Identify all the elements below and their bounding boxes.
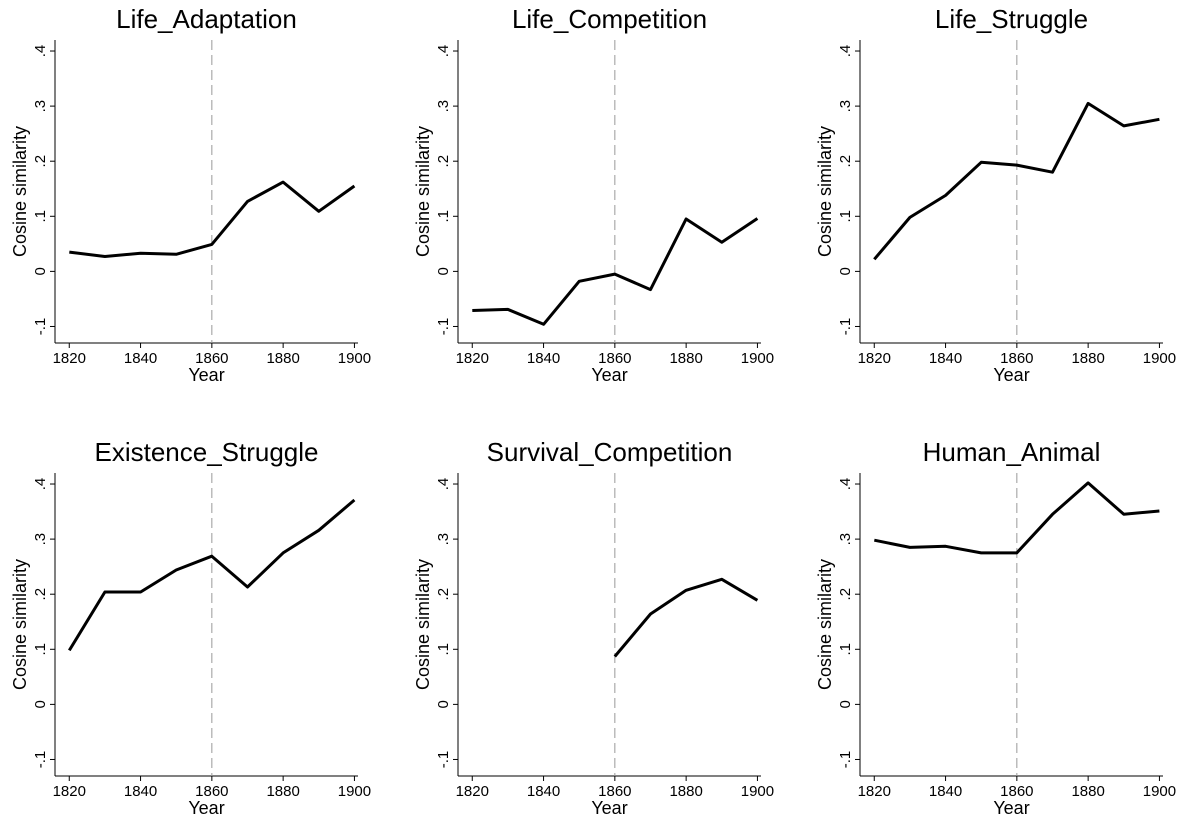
x-tick-label: 1900 [1143, 783, 1176, 800]
x-tick-label: 1840 [527, 350, 560, 367]
y-tick-label: .4 [435, 478, 452, 491]
y-tick-label: .4 [435, 45, 452, 58]
data-line [69, 180, 356, 258]
x-tick-label: 1840 [124, 783, 157, 800]
y-tick-label: .1 [32, 643, 49, 656]
data-line [68, 498, 356, 652]
x-tick-label: 1840 [124, 350, 157, 367]
data-line [873, 101, 1160, 261]
x-tick-label: 1860 [598, 350, 631, 367]
y-axis-label: Cosine similarity [10, 559, 30, 690]
x-tick-label: 1840 [929, 350, 962, 367]
y-tick-label: 0 [32, 267, 49, 275]
y-tick-label: .2 [837, 588, 854, 601]
y-tick-label: .2 [32, 588, 49, 601]
panel: Existence_Struggle -.1 0 .1 .2 .3 .4 1820 1840 18… [10, 437, 371, 818]
x-tick-label: 1840 [929, 783, 962, 800]
y-tick-label: .3 [837, 533, 854, 546]
panel: Life_Adaptation -.1 0 .1 .2 .3 .4 1820 1840 1860 1… [10, 4, 371, 385]
x-tick-label: 1900 [338, 350, 371, 367]
y-tick-label: .2 [435, 588, 452, 601]
panel: Life_Competition -.1 0 .1 .2 .3 .4 1820 1840 1860… [413, 4, 774, 385]
x-axis-label: Year [591, 365, 627, 385]
y-tick-label: .3 [837, 100, 854, 113]
x-tick-label: 1860 [598, 783, 631, 800]
x-axis-label: Year [993, 365, 1029, 385]
y-tick-label: 0 [837, 267, 854, 275]
y-tick-label: .1 [435, 643, 452, 656]
x-tick-label: 1900 [1143, 350, 1176, 367]
panel-title: Survival_Competition [487, 437, 733, 467]
y-tick-label: .2 [837, 155, 854, 168]
y-tick-label: .1 [837, 210, 854, 223]
y-tick-label: -.1 [435, 318, 452, 336]
x-tick-label: 1900 [338, 783, 371, 800]
x-tick-label: 1820 [53, 783, 86, 800]
y-tick-label: 0 [837, 700, 854, 708]
x-tick-label: 1880 [266, 783, 299, 800]
y-axis-label: Cosine similarity [413, 559, 433, 690]
y-tick-label: -.1 [32, 751, 49, 769]
x-tick-label: 1860 [1000, 350, 1033, 367]
x-axis-label: Year [188, 365, 224, 385]
y-tick-label: -.1 [435, 751, 452, 769]
y-tick-label: -.1 [837, 318, 854, 336]
x-axis-label: Year [993, 798, 1029, 818]
y-tick-label: .1 [435, 210, 452, 223]
x-tick-label: 1860 [195, 783, 228, 800]
y-tick-label: .4 [837, 45, 854, 58]
panel-title: Life_Competition [512, 4, 707, 34]
y-axis-label: Cosine similarity [10, 126, 30, 257]
y-tick-label: .2 [435, 155, 452, 168]
y-tick-label: 0 [435, 700, 452, 708]
y-axis-label: Cosine similarity [815, 126, 835, 257]
y-tick-label: .2 [32, 155, 49, 168]
x-tick-label: 1880 [1071, 783, 1104, 800]
x-tick-label: 1860 [1000, 783, 1033, 800]
data-line [472, 217, 759, 326]
data-line [613, 577, 759, 658]
y-tick-label: .1 [837, 643, 854, 656]
x-axis-label: Year [188, 798, 224, 818]
x-tick-label: 1880 [1071, 350, 1104, 367]
y-tick-label: .3 [435, 533, 452, 546]
data-line [874, 481, 1160, 555]
y-tick-label: .3 [32, 100, 49, 113]
y-axis-label: Cosine similarity [413, 126, 433, 257]
panel-title: Human_Animal [923, 437, 1101, 467]
x-tick-label: 1900 [741, 350, 774, 367]
panel-title: Existence_Struggle [94, 437, 318, 467]
x-tick-label: 1820 [456, 783, 489, 800]
y-tick-label: .4 [837, 478, 854, 491]
x-tick-label: 1820 [456, 350, 489, 367]
panel-title: Life_Adaptation [116, 4, 297, 34]
y-tick-label: 0 [435, 267, 452, 275]
y-tick-label: .3 [32, 533, 49, 546]
x-tick-label: 1820 [858, 350, 891, 367]
x-tick-label: 1880 [669, 783, 702, 800]
x-tick-label: 1880 [266, 350, 299, 367]
x-axis-label: Year [591, 798, 627, 818]
y-tick-label: .3 [435, 100, 452, 113]
x-tick-label: 1900 [741, 783, 774, 800]
x-tick-label: 1820 [53, 350, 86, 367]
panel-title: Life_Struggle [935, 4, 1088, 34]
x-tick-label: 1860 [195, 350, 228, 367]
x-tick-label: 1820 [858, 783, 891, 800]
y-tick-label: .1 [32, 210, 49, 223]
y-tick-label: 0 [32, 700, 49, 708]
panel: Human_Animal -.1 0 .1 .2 .3 .4 1820 1840 1860 1880… [815, 437, 1176, 818]
y-axis-label: Cosine similarity [815, 559, 835, 690]
x-tick-label: 1840 [527, 783, 560, 800]
y-tick-label: -.1 [837, 751, 854, 769]
x-tick-label: 1880 [669, 350, 702, 367]
y-tick-label: -.1 [32, 318, 49, 336]
y-tick-label: .4 [32, 478, 49, 491]
panel: Life_Struggle -.1 0 .1 .2 .3 .4 1820 1840 1860 188… [815, 4, 1176, 385]
y-tick-label: .4 [32, 45, 49, 58]
panel: Survival_Competition -.1 0 .1 .2 .3 .4 1820 1840… [413, 437, 774, 818]
